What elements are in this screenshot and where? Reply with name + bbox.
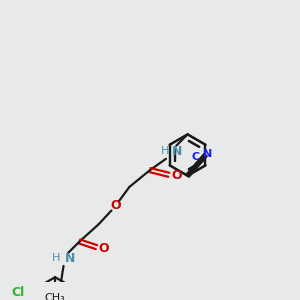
- Text: O: O: [110, 199, 121, 212]
- Text: C: C: [191, 152, 199, 162]
- Text: N: N: [172, 145, 182, 158]
- Text: H: H: [52, 254, 61, 263]
- Text: H: H: [160, 146, 169, 156]
- Text: CH₃: CH₃: [45, 293, 65, 300]
- Text: N: N: [203, 149, 212, 159]
- Text: O: O: [99, 242, 109, 255]
- Text: Cl: Cl: [12, 286, 25, 299]
- Text: O: O: [171, 169, 181, 182]
- Text: N: N: [64, 252, 75, 265]
